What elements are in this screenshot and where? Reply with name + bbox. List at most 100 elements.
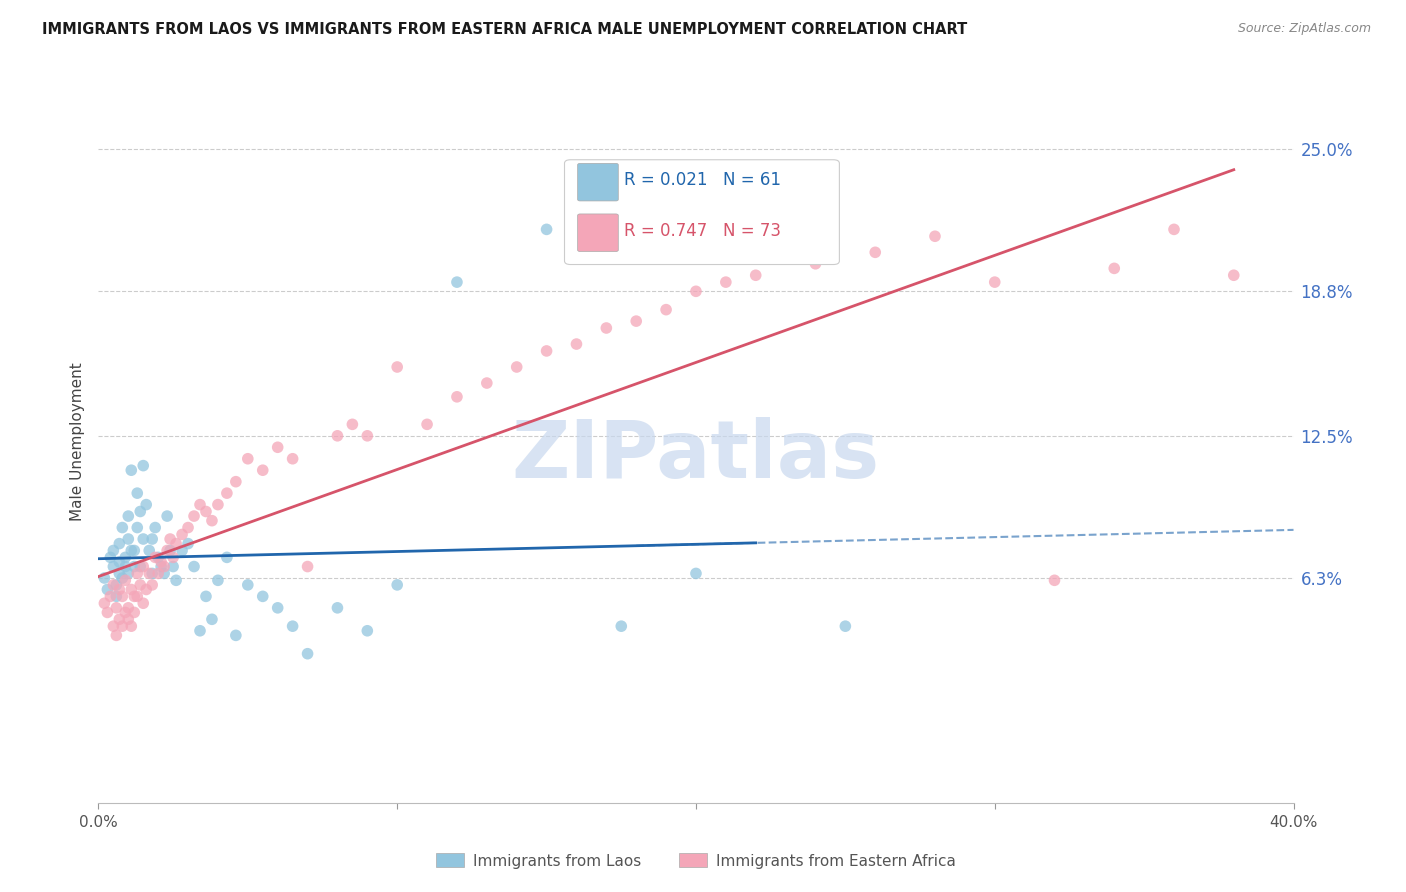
- Point: [127, 520, 149, 534]
- Point: [610, 619, 633, 633]
- Point: [132, 559, 155, 574]
- Point: [103, 559, 125, 574]
- FancyBboxPatch shape: [578, 214, 619, 252]
- Point: [297, 559, 319, 574]
- Legend: Immigrants from Laos, Immigrants from Eastern Africa: Immigrants from Laos, Immigrants from Ea…: [430, 847, 962, 875]
- Point: [446, 390, 468, 404]
- Point: [475, 376, 498, 390]
- Point: [225, 475, 247, 489]
- Point: [105, 628, 128, 642]
- Point: [326, 429, 349, 443]
- Point: [236, 451, 259, 466]
- Point: [685, 566, 707, 581]
- Point: [215, 550, 238, 565]
- Point: [135, 582, 157, 597]
- Point: [114, 559, 136, 574]
- Point: [141, 566, 163, 581]
- Point: [150, 559, 173, 574]
- Y-axis label: Male Unemployment: Male Unemployment: [69, 362, 84, 521]
- Point: [267, 440, 290, 454]
- Point: [281, 619, 304, 633]
- Text: ZIPatlas: ZIPatlas: [512, 417, 880, 495]
- Point: [141, 532, 163, 546]
- Point: [924, 229, 946, 244]
- Text: IMMIGRANTS FROM LAOS VS IMMIGRANTS FROM EASTERN AFRICA MALE UNEMPLOYMENT CORRELA: IMMIGRANTS FROM LAOS VS IMMIGRANTS FROM …: [42, 22, 967, 37]
- Point: [1043, 574, 1066, 588]
- Point: [117, 612, 139, 626]
- Point: [165, 536, 187, 550]
- Point: [148, 566, 170, 581]
- Point: [124, 543, 146, 558]
- Point: [124, 559, 146, 574]
- Point: [143, 550, 166, 565]
- Point: [120, 582, 142, 597]
- Point: [153, 559, 176, 574]
- Point: [201, 514, 224, 528]
- Point: [356, 429, 378, 443]
- Point: [129, 504, 152, 518]
- Point: [177, 536, 200, 550]
- Point: [183, 559, 205, 574]
- Point: [108, 536, 131, 550]
- Point: [207, 498, 229, 512]
- Point: [108, 612, 131, 626]
- Point: [159, 543, 181, 558]
- Point: [120, 463, 142, 477]
- Point: [342, 417, 364, 432]
- Text: N = 73: N = 73: [724, 221, 782, 240]
- Point: [129, 559, 152, 574]
- Point: [108, 555, 131, 569]
- Point: [225, 628, 247, 642]
- Point: [132, 532, 155, 546]
- Point: [172, 543, 194, 558]
- Point: [745, 268, 768, 283]
- Point: [172, 527, 194, 541]
- Point: [103, 543, 125, 558]
- Point: [162, 559, 184, 574]
- Point: [93, 596, 115, 610]
- Point: [124, 590, 146, 604]
- Point: [252, 463, 274, 477]
- Point: [714, 275, 737, 289]
- Point: [96, 582, 118, 597]
- Point: [183, 509, 205, 524]
- Text: R = 0.747: R = 0.747: [624, 221, 707, 240]
- Point: [297, 647, 319, 661]
- Point: [98, 550, 122, 565]
- Point: [385, 578, 409, 592]
- Point: [117, 532, 139, 546]
- Point: [195, 504, 218, 518]
- Point: [416, 417, 439, 432]
- Point: [834, 619, 856, 633]
- Point: [188, 498, 211, 512]
- Point: [156, 509, 179, 524]
- Point: [117, 600, 139, 615]
- Point: [685, 285, 707, 299]
- Point: [127, 486, 149, 500]
- Point: [506, 359, 529, 374]
- Point: [105, 590, 128, 604]
- Point: [385, 359, 409, 374]
- Point: [148, 550, 170, 565]
- Point: [165, 574, 187, 588]
- Point: [565, 337, 588, 351]
- Point: [626, 314, 648, 328]
- Point: [127, 590, 149, 604]
- Point: [114, 574, 136, 588]
- Point: [655, 302, 678, 317]
- Text: Source: ZipAtlas.com: Source: ZipAtlas.com: [1237, 22, 1371, 36]
- Point: [117, 509, 139, 524]
- Text: N = 61: N = 61: [724, 171, 782, 189]
- Point: [252, 590, 274, 604]
- Point: [111, 571, 134, 585]
- Point: [98, 590, 122, 604]
- Point: [93, 571, 115, 585]
- Point: [188, 624, 211, 638]
- Point: [120, 543, 142, 558]
- Point: [132, 458, 155, 473]
- Point: [536, 343, 558, 358]
- Point: [103, 619, 125, 633]
- Point: [105, 578, 128, 592]
- Point: [215, 486, 238, 500]
- Point: [138, 566, 160, 581]
